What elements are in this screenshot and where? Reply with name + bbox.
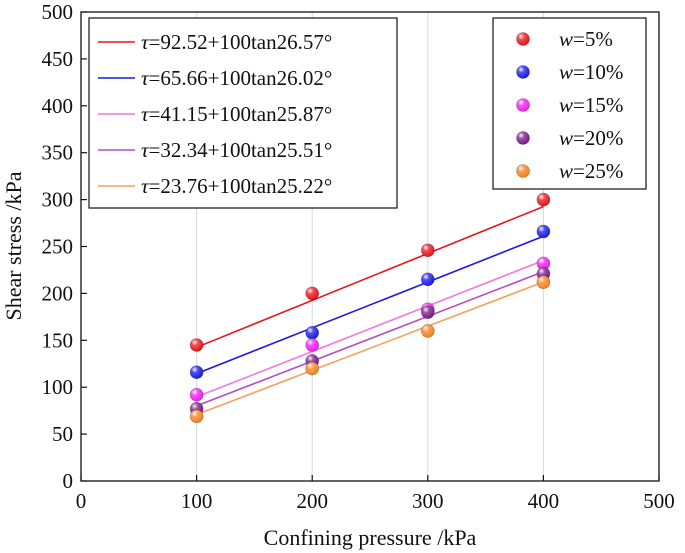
fit-legend-equation: =92.52+100tan26.57° — [149, 30, 333, 54]
data-point-highlight — [190, 338, 204, 352]
fit-legend-equation: =32.34+100tan25.51° — [149, 138, 333, 162]
points-legend-label: w=5% — [559, 27, 613, 51]
fit-legend-label: τ=32.34+100tan25.51° — [141, 138, 332, 162]
fit-legend-box — [88, 17, 398, 209]
points-legend-marker-highlight — [516, 164, 530, 178]
y-tick-label: 350 — [42, 141, 74, 165]
data-point-highlight — [421, 324, 435, 338]
data-point-highlight — [421, 305, 435, 319]
points-legend-value: =20% — [573, 126, 623, 150]
fit-legend-label: τ=65.66+100tan26.02° — [141, 66, 332, 90]
x-tick-label: 0 — [76, 489, 87, 513]
points-legend-label: w=20% — [559, 126, 623, 150]
fit-line-5 — [196, 281, 544, 416]
x-tick-label: 400 — [528, 489, 560, 513]
y-tick-label: 50 — [52, 422, 73, 446]
data-points — [189, 192, 551, 424]
data-point-highlight — [305, 326, 319, 340]
y-tick-label: 300 — [42, 188, 74, 212]
x-tick-label: 500 — [643, 489, 675, 513]
fit-legend-label: τ=41.15+100tan25.87° — [141, 102, 332, 126]
points-legend-marker-highlight — [516, 131, 530, 145]
x-tick-label: 100 — [181, 489, 213, 513]
y-tick-label: 200 — [42, 281, 74, 305]
data-point-highlight — [421, 243, 435, 257]
points-legend-symbol: w — [559, 126, 573, 150]
data-point-highlight — [190, 365, 204, 379]
points-legend-symbol: w — [559, 60, 573, 84]
fit-legend-symbol: τ — [141, 174, 150, 198]
points-legend-symbol: w — [559, 93, 573, 117]
y-axis-title: Shear stress /kPa — [1, 171, 26, 320]
fit-legend-equation: =23.76+100tan25.22° — [149, 174, 333, 198]
fit-line-4 — [196, 270, 544, 407]
data-point-highlight — [190, 388, 204, 402]
data-point-highlight — [190, 409, 204, 423]
fit-line-1 — [196, 205, 544, 349]
x-axis-title: Confining pressure /kPa — [264, 525, 477, 550]
fit-line-3 — [196, 259, 544, 398]
x-tick-label: 200 — [296, 489, 328, 513]
data-point-highlight — [305, 361, 319, 375]
points-legend: w=5%w=10%w=15%w=20%w=25% — [492, 17, 647, 190]
points-legend-marker-highlight — [516, 65, 530, 79]
points-legend-label: w=25% — [559, 159, 623, 183]
points-legend-symbol: w — [559, 159, 573, 183]
data-point-highlight — [305, 286, 319, 300]
x-tick-label: 300 — [412, 489, 444, 513]
points-legend-value: =5% — [573, 27, 613, 51]
y-tick-label: 250 — [42, 235, 74, 259]
y-tick-label: 150 — [42, 328, 74, 352]
points-legend-label: w=10% — [559, 60, 623, 84]
points-legend-value: =10% — [573, 60, 623, 84]
y-tick-label: 100 — [42, 375, 74, 399]
y-tick-label: 0 — [63, 469, 74, 493]
fit-legend-symbol: τ — [141, 138, 150, 162]
data-point-highlight — [536, 193, 550, 207]
points-legend-label: w=15% — [559, 93, 623, 117]
points-legend-value: =15% — [573, 93, 623, 117]
points-legend-marker-highlight — [516, 98, 530, 112]
y-tick-label: 450 — [42, 47, 74, 71]
fit-legend-equation: =65.66+100tan26.02° — [149, 66, 333, 90]
fit-legend: τ=92.52+100tan26.57°τ=65.66+100tan26.02°… — [88, 17, 398, 209]
fit-legend-symbol: τ — [141, 102, 150, 126]
fit-legend-label: τ=23.76+100tan25.22° — [141, 174, 332, 198]
data-point-highlight — [536, 256, 550, 270]
points-legend-value: =25% — [573, 159, 623, 183]
data-point-highlight — [536, 224, 550, 238]
points-legend-marker-highlight — [516, 32, 530, 46]
data-point-highlight — [305, 338, 319, 352]
fit-lines — [196, 205, 544, 416]
points-legend-symbol: w — [559, 27, 573, 51]
fit-legend-symbol: τ — [141, 30, 150, 54]
fit-legend-symbol: τ — [141, 66, 150, 90]
fit-line-2 — [196, 235, 544, 375]
axis-ticks: 0 100 200 300 400 500 0 50 100 150 200 250 300 350 400… — [42, 0, 675, 513]
data-point-highlight — [536, 275, 550, 289]
fit-legend-equation: =41.15+100tan25.87° — [149, 102, 333, 126]
y-tick-label: 500 — [42, 0, 74, 24]
data-point-highlight — [421, 272, 435, 286]
fit-legend-label: τ=92.52+100tan26.57° — [141, 30, 332, 54]
y-tick-label: 400 — [42, 94, 74, 118]
